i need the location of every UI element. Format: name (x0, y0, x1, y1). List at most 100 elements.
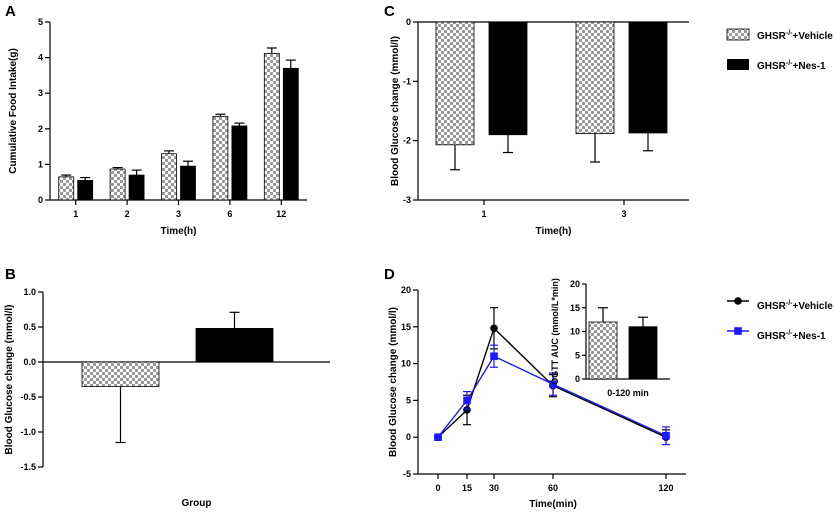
c-legend-swatch-vehicle (726, 28, 750, 41)
d-legend-marker-vehicle (734, 297, 742, 305)
b-y-tick-label: -1.5 (20, 462, 36, 472)
d-legend-nes1-label: GHSR-/-+Nes-1 (757, 330, 826, 342)
a-bar-vehicle (263, 52, 280, 201)
panel-label-b: B (5, 266, 16, 283)
c-legend-vehicle: GHSR-/-+Vehicle (726, 28, 833, 42)
d-inset-y-tick-label: 0 (575, 374, 580, 384)
c-legend-nes1-rest: +Nes-1 (793, 61, 827, 72)
d-y-tick-label: 0 (406, 432, 411, 442)
b-y-tick-label: -0.5 (20, 392, 36, 402)
a-bar-nes1 (282, 67, 299, 201)
a-bar-vehicle (212, 115, 229, 201)
b-y-title: Blood Glucose change (mmol/l) (4, 304, 15, 454)
d-legend-nes1-rest: +Nes-1 (793, 331, 827, 342)
a-y-tick-label: 2 (38, 124, 43, 134)
a-bar-nes1 (180, 165, 196, 201)
b-y-tick-label: 1.0 (23, 287, 36, 297)
a-x-tick-label: 2 (125, 209, 130, 219)
c-legend-nes1-base: GHSR (757, 61, 787, 72)
a-x-title: Time(h) (161, 226, 197, 237)
a-y-title: Cumulative Food Intake(g) (8, 48, 19, 174)
d-x-title: Time(min) (529, 499, 577, 510)
c-y-tick-label: -3 (403, 195, 411, 205)
c-x-title: Time(h) (536, 226, 572, 237)
d-inset-x-title: 0-120 min (607, 388, 649, 398)
c-legend-nes1-sup: -/- (786, 60, 793, 67)
d-legend-vehicle-base: GHSR (757, 301, 787, 312)
d-legend-vehicle-sup: -/- (786, 300, 793, 307)
a-x-tick-label: 6 (227, 209, 232, 219)
d-point-nes1 (662, 431, 670, 440)
a-bar-nes1 (128, 174, 145, 201)
d-legend-marker-nes1 (734, 327, 742, 335)
c-x-tick-label: 1 (481, 209, 486, 219)
d-inset-y-tick-label: 15 (570, 303, 580, 313)
d-legend-vehicle: GHSR-/-+Vehicle (727, 297, 833, 312)
b-y-tick-label: -1.0 (20, 427, 36, 437)
c-legend-vehicle-label: GHSR-/-+Vehicle (757, 30, 833, 42)
c-y-tick-label: 0 (406, 17, 411, 27)
d-legend-nes1: GHSR-/-+Nes-1 (727, 327, 826, 342)
d-inset-bar-nes1 (628, 326, 658, 380)
b-bar-nes1 (195, 327, 274, 363)
a-bar-vehicle (58, 176, 75, 201)
d-point-nes1 (490, 352, 498, 361)
d-x-tick-label: 30 (489, 483, 499, 493)
c-legend-vehicle-sup: -/- (786, 30, 793, 37)
c-y-title: Blood Glucose change (mmol/l) (390, 36, 401, 186)
a-bar-vehicle (109, 168, 126, 201)
d-legend-vehicle-label: GHSR-/-+Vehicle (757, 300, 833, 312)
b-x-title: Group (182, 498, 212, 509)
d-y-tick-label: 20 (401, 285, 411, 295)
c-legend-nes1: GHSR-/-+Nes-1 (727, 59, 826, 72)
a-y-tick-label: 1 (38, 159, 43, 169)
d-legend-vehicle-rest: +Vehicle (793, 301, 834, 312)
a-x-tick-label: 1 (73, 209, 78, 219)
d-point-nes1 (434, 433, 442, 441)
d-inset-bar-vehicle (588, 321, 618, 380)
a-y-tick-label: 3 (38, 88, 43, 98)
d-point-nes1 (549, 380, 557, 389)
c-legend-nes1-label: GHSR-/-+Nes-1 (757, 60, 826, 72)
panel-label-d: D (384, 266, 395, 283)
c-x-tick-label: 3 (621, 209, 626, 219)
a-x-tick-label: 3 (176, 209, 181, 219)
d-inset-y-tick-label: 20 (570, 279, 580, 289)
panel-label-c: C (384, 3, 395, 20)
c-y-tick-label: -1 (403, 76, 411, 86)
c-bar-vehicle (435, 21, 475, 146)
d-point-vehicle (490, 324, 498, 333)
b-bar-vehicle (81, 361, 160, 387)
d-y-tick-label: 15 (401, 322, 411, 332)
d-inset-y-tick-label: 10 (570, 327, 580, 337)
d-y-title: Blood Glucose change (mmol/l) (388, 307, 399, 457)
c-bar-nes1 (488, 21, 528, 136)
a-y-tick-label: 0 (38, 195, 43, 205)
c-legend-vehicle-base: GHSR (757, 31, 787, 42)
d-legend-nes1-sup: -/- (786, 330, 793, 337)
c-y-tick-label: -2 (403, 136, 411, 146)
d-x-tick-label: 0 (435, 483, 440, 493)
d-x-tick-label: 120 (658, 483, 673, 493)
a-x-tick-label: 12 (276, 209, 286, 219)
c-bar-nes1 (628, 21, 668, 134)
c-legend-vehicle-rest: +Vehicle (793, 31, 834, 42)
d-point-vehicle (463, 406, 471, 414)
d-inset-y-title: OGTT AUC (mmol/L*min) (550, 278, 560, 385)
d-x-tick-label: 60 (548, 483, 558, 493)
d-y-tick-label: 5 (406, 395, 411, 405)
b-y-tick-label: 0.5 (23, 322, 36, 332)
d-point-nes1 (463, 396, 471, 405)
b-y-tick-label: 0.0 (23, 357, 36, 367)
d-y-tick-label: 10 (401, 359, 411, 369)
a-bar-nes1 (77, 180, 94, 201)
a-bar-vehicle (161, 153, 177, 201)
a-bar-nes1 (231, 125, 248, 201)
a-y-tick-label: 4 (38, 53, 43, 63)
d-legend-nes1-base: GHSR (757, 331, 787, 342)
d-x-tick-label: 15 (462, 483, 472, 493)
c-bar-vehicle (575, 21, 615, 134)
d-y-tick-label: -5 (403, 469, 411, 479)
c-legend-swatch-nes1 (727, 59, 749, 70)
